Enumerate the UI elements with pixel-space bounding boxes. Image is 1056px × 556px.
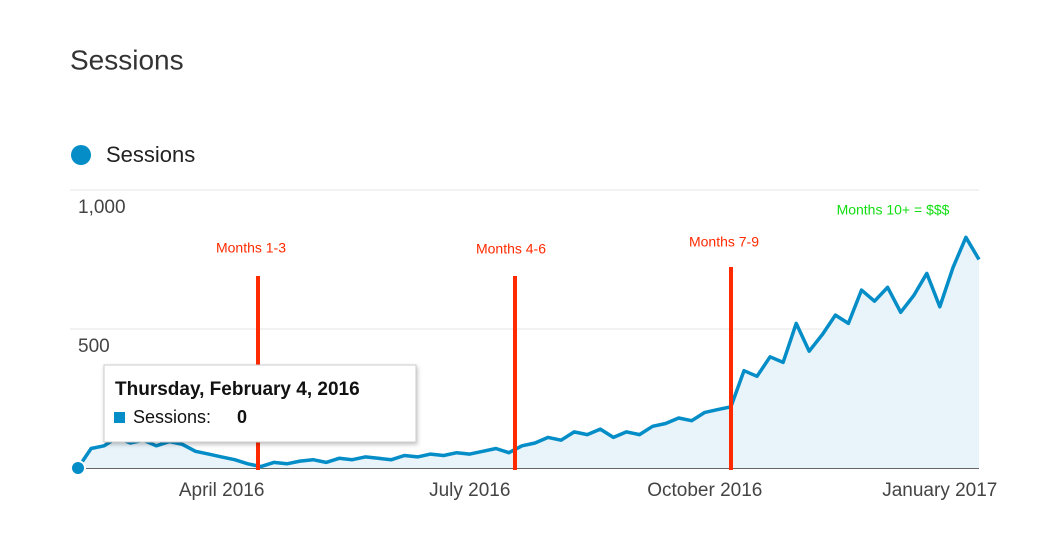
annotation: Months 4-6 xyxy=(476,241,546,257)
area-fill xyxy=(78,237,979,468)
y-tick-label: 500 xyxy=(78,336,110,357)
tooltip-value: 0 xyxy=(237,407,247,427)
annotation: Months 7-9 xyxy=(689,234,759,250)
hover-point xyxy=(70,460,86,476)
x-tick-label: April 2016 xyxy=(179,480,265,501)
y-tick-label: 1,000 xyxy=(78,197,126,218)
annotation: Months 10+ = $$$ xyxy=(837,202,950,218)
x-tick-label: January 2017 xyxy=(882,480,997,501)
annotation: Months 1-3 xyxy=(216,240,286,256)
tooltip-box xyxy=(103,364,417,443)
tooltip-label: Sessions: xyxy=(133,407,211,427)
tooltip-swatch xyxy=(114,412,125,423)
legend-label[interactable]: Sessions xyxy=(106,142,195,167)
tooltip-date: Thursday, February 4, 2016 xyxy=(115,379,360,400)
x-tick-label: October 2016 xyxy=(647,480,762,501)
legend-swatch xyxy=(71,145,91,165)
series-line xyxy=(76,235,981,469)
chart-title: Sessions xyxy=(70,44,184,75)
plot-area: 500 1,000 April 2016 July 2016 October 2016 J… xyxy=(70,189,997,501)
tooltip: Thursday, February 4, 2016 Sessions: 0 xyxy=(103,364,417,443)
x-tick-label: July 2016 xyxy=(429,480,510,501)
